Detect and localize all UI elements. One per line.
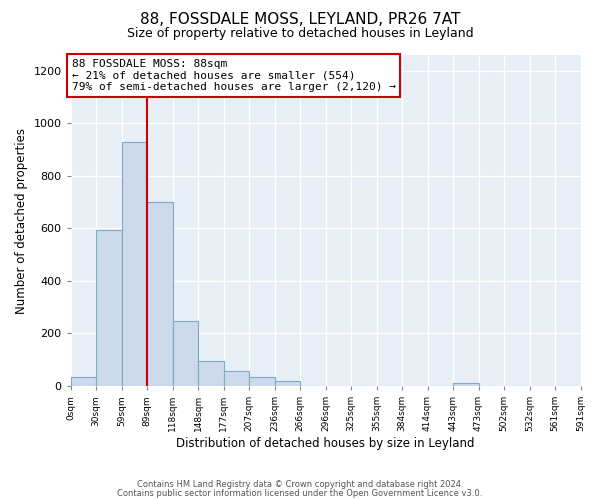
Bar xyxy=(147,202,173,386)
Text: Size of property relative to detached houses in Leyland: Size of property relative to detached ho… xyxy=(127,28,473,40)
Bar xyxy=(453,384,479,386)
Bar xyxy=(249,378,275,386)
Bar xyxy=(224,371,249,386)
Text: 88 FOSSDALE MOSS: 88sqm
← 21% of detached houses are smaller (554)
79% of semi-d: 88 FOSSDALE MOSS: 88sqm ← 21% of detache… xyxy=(71,59,395,92)
Bar xyxy=(96,230,122,386)
Bar xyxy=(71,377,96,386)
X-axis label: Distribution of detached houses by size in Leyland: Distribution of detached houses by size … xyxy=(176,437,475,450)
Text: 88, FOSSDALE MOSS, LEYLAND, PR26 7AT: 88, FOSSDALE MOSS, LEYLAND, PR26 7AT xyxy=(140,12,460,28)
Bar xyxy=(275,382,300,386)
Text: Contains HM Land Registry data © Crown copyright and database right 2024.: Contains HM Land Registry data © Crown c… xyxy=(137,480,463,489)
Bar xyxy=(173,321,198,386)
Y-axis label: Number of detached properties: Number of detached properties xyxy=(15,128,28,314)
Bar xyxy=(198,360,224,386)
Bar xyxy=(122,142,147,386)
Text: Contains public sector information licensed under the Open Government Licence v3: Contains public sector information licen… xyxy=(118,488,482,498)
